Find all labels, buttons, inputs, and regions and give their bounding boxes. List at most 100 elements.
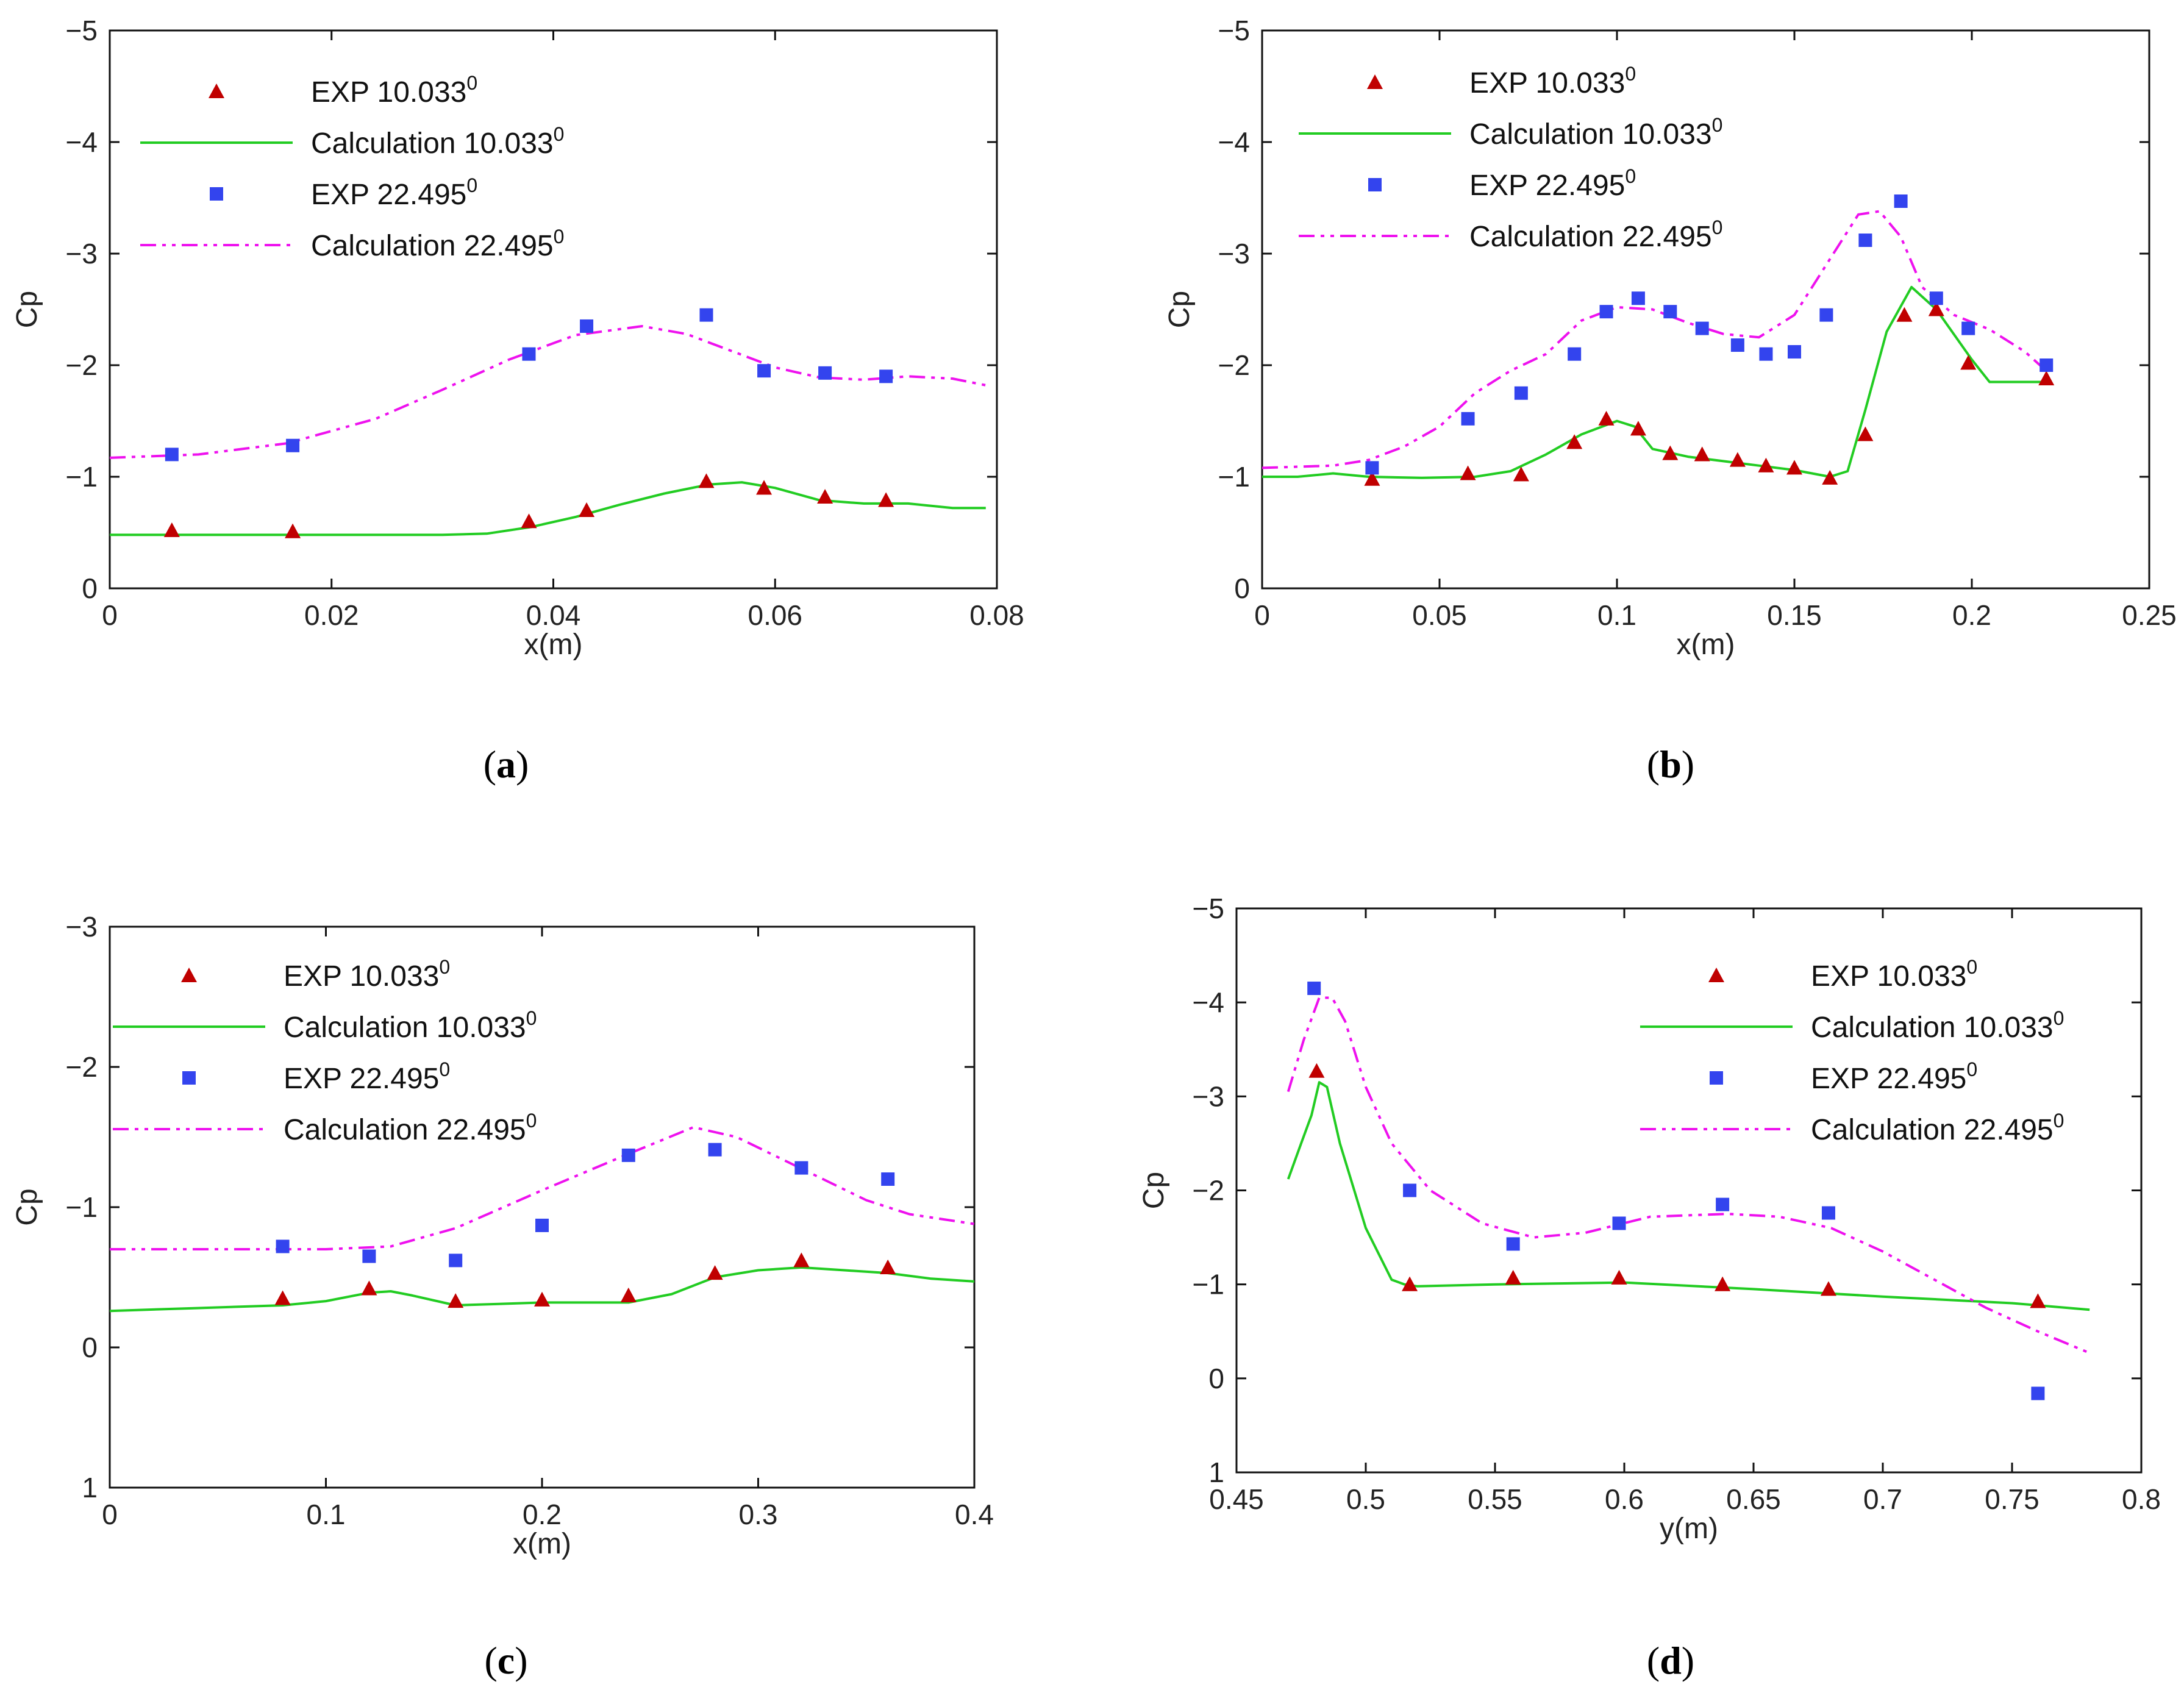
x-axis-label: x(m) [513,1528,571,1560]
data-point-exp-22 [362,1249,376,1263]
x-tick-label: 0.02 [304,599,359,631]
data-point-exp-10 [1758,457,1774,472]
series-line-calc-22 [110,325,987,459]
legend: EXP 10.0330 Calculation 10.0330 EXP 22.495… [140,72,564,262]
panel-caption: (c) [484,1639,527,1682]
legend-degree-mark: 0 [526,1110,537,1132]
y-tick-label: −1 [66,1191,98,1223]
x-axis-label: x(m) [1677,629,1735,661]
data-point-exp-22 [818,366,832,380]
legend-label: EXP 10.0330 [1811,956,1977,993]
data-point-exp-10 [707,1265,723,1280]
data-point-exp-22 [449,1253,463,1268]
legend-label: EXP 22.4950 [1811,1058,1977,1095]
y-tick-label: 0 [82,1332,98,1363]
y-tick-label: 1 [82,1472,98,1503]
y-tick-label: −5 [1218,15,1250,46]
legend-degree-mark: 0 [1712,216,1723,238]
series-line-calc-22 [110,1125,974,1250]
data-point-exp-22 [1568,347,1582,361]
legend-label: Calculation 10.0330 [1811,1007,2064,1044]
x-tick-label: 0.1 [1597,599,1636,631]
y-axis-label: Cp [11,1188,43,1225]
legend-degree-mark: 0 [1712,114,1723,136]
legend: EXP 10.0330 Calculation 10.0330 EXP 22.495… [1299,63,1722,253]
data-point-exp-22 [1514,386,1528,400]
x-tick-label: 0 [102,1499,118,1530]
legend-marker [1708,968,1724,983]
y-tick-label: −3 [66,238,98,269]
data-point-exp-22 [1961,321,1975,335]
y-tick-label: −2 [1193,1175,1224,1207]
data-point-exp-22 [276,1239,290,1253]
y-tick-label: −1 [1193,1269,1224,1300]
data-point-exp-10 [1857,426,1874,441]
data-point-exp-10 [1402,1276,1418,1291]
chart-a: 0 0.02 0.04 0.06 0.08 0 −1 −2 −3 −4 −5 x(m) Cp EXP 10… [11,15,1024,786]
data-point-exp-10 [579,502,595,517]
x-tick-label: 0.08 [969,599,1024,631]
legend-degree-mark: 0 [439,956,450,978]
x-axis-label: y(m) [1660,1513,1718,1545]
x-tick-label: 0.2 [523,1499,562,1530]
legend-degree-mark: 0 [554,123,565,145]
data-point-exp-10 [880,1259,896,1274]
y-tick-label: −5 [66,15,98,46]
x-tick-label: 0.25 [2122,599,2177,631]
y-tick-label: −4 [1218,126,1250,158]
legend-degree-mark: 0 [439,1058,450,1080]
data-point-exp-22 [1612,1216,1626,1230]
legend-degree-mark: 0 [1966,956,1977,978]
data-point-exp-22 [1716,1197,1730,1211]
data-point-exp-10 [1513,466,1529,482]
y-tick-label: 0 [1234,572,1250,604]
y-tick-label: 1 [1208,1457,1224,1488]
x-tick-label: 0.75 [1985,1483,2039,1515]
x-axis-label: x(m) [524,629,583,661]
data-point-exp-22 [1894,194,1908,208]
legend-marker [1367,74,1383,90]
x-tick-label: 0.06 [748,599,802,631]
legend-marker [1368,178,1382,191]
data-point-exp-10 [878,492,894,507]
data-point-exp-22 [1858,234,1872,248]
y-tick-label: −3 [1218,238,1250,269]
y-tick-label: 0 [1208,1363,1224,1394]
panel-caption: (a) [484,743,529,786]
x-tick-label: 0.55 [1468,1483,1522,1515]
data-point-exp-22 [757,364,771,378]
x-tick-label: 0.2 [1952,599,1991,631]
x-tick-label: 0.45 [1209,1483,1264,1515]
data-point-exp-10 [1308,1063,1325,1078]
data-point-exp-22 [1788,345,1801,359]
data-point-exp-10 [1822,469,1838,485]
series-line-calc-10 [110,481,986,537]
chart-d: 0.45 0.5 0.55 0.6 0.65 0.7 0.75 0.8 1 0 −1 −2 −3 −4 −5… [1138,893,2161,1682]
panel-caption: (b) [1647,743,1694,786]
legend-label: EXP 10.0330 [311,72,477,109]
y-tick-label: −1 [66,461,98,493]
y-tick-label: −3 [66,911,98,943]
data-point-exp-22 [1759,347,1773,361]
y-tick-label: −4 [66,126,98,158]
data-point-exp-22 [580,319,594,333]
x-tick-label: 0.1 [307,1499,346,1530]
data-point-exp-22 [1819,308,1833,322]
legend-marker [210,187,223,201]
series-line-calc-22 [1286,996,2090,1355]
legend-label: Calculation 22.4950 [311,226,564,262]
data-point-exp-22 [1461,412,1475,426]
x-tick-label: 0.15 [1767,599,1822,631]
y-tick-label: −3 [1193,1080,1224,1112]
data-point-exp-10 [285,523,301,538]
x-tick-label: 0.3 [739,1499,778,1530]
plot-frame [1235,907,2143,1474]
legend-label: Calculation 10.0330 [311,123,564,160]
data-point-exp-10 [1960,355,1977,370]
legend-label: EXP 10.0330 [284,956,450,993]
data-point-exp-10 [1598,410,1615,426]
y-tick-label: −4 [1193,986,1224,1018]
data-point-exp-22 [1599,305,1613,319]
data-point-exp-10 [1928,301,1944,316]
